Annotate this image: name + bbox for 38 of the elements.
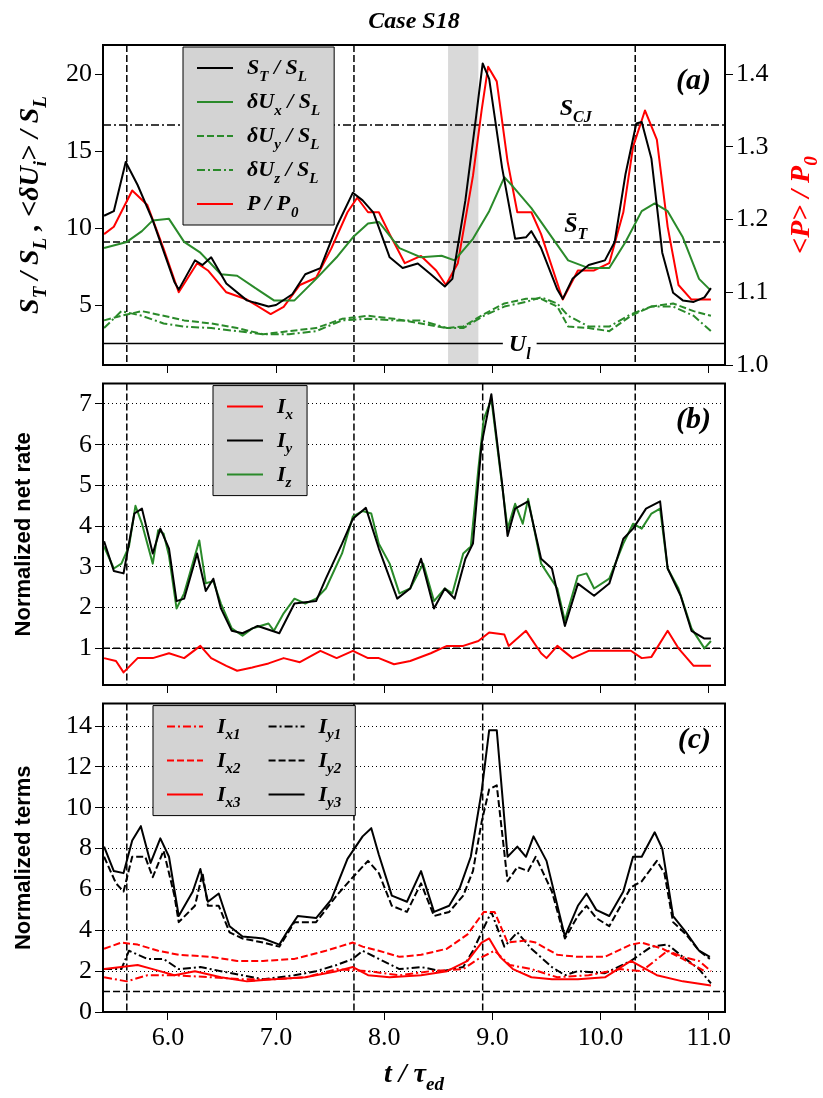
y-axis-title: ST / SL , <δUi> / SL — [13, 96, 51, 314]
y-tick-label: 1 — [79, 632, 92, 662]
y-tick-label: 3 — [79, 550, 92, 580]
y-tick-label: 10 — [66, 211, 92, 241]
y2-tick-label: 1.3 — [736, 130, 769, 160]
chart-title: Case S18 — [368, 7, 460, 33]
annotation: (a) — [676, 62, 711, 96]
y2-axis-title: <P> / P0 — [784, 155, 822, 254]
y-tick-label: 10 — [66, 791, 92, 821]
y2-tick-label: 1.1 — [736, 276, 769, 306]
y-tick-label: 6 — [79, 428, 92, 458]
x-tick-label: 10.0 — [577, 1022, 624, 1052]
y-tick-label: 12 — [66, 750, 92, 780]
y-tick-label: 7 — [79, 387, 92, 417]
y2-tick-label: 1.0 — [736, 348, 769, 378]
x-tick-label: 11.0 — [686, 1022, 732, 1052]
annotation: (c) — [677, 720, 711, 755]
y-tick-label: 0 — [79, 995, 92, 1025]
x-tick-label: 9.0 — [476, 1022, 509, 1052]
y-tick-label: 4 — [79, 914, 92, 944]
y-axis-title: Normalized terms — [10, 765, 35, 951]
y-tick-label: 5 — [79, 288, 92, 318]
y-tick-label: 8 — [79, 832, 92, 862]
y-tick-label: 5 — [79, 469, 92, 499]
y-tick-label: 14 — [66, 709, 92, 739]
y-tick-label: 2 — [79, 591, 92, 621]
y-tick-label: 6 — [79, 873, 92, 903]
y2-tick-label: 1.4 — [736, 57, 769, 87]
annotation: (b) — [676, 400, 711, 435]
y-tick-label: 2 — [79, 954, 92, 984]
y2-tick-label: 1.2 — [736, 203, 769, 233]
y-tick-label: 15 — [66, 134, 92, 164]
x-tick-label: 8.0 — [368, 1022, 401, 1052]
y-tick-label: 4 — [79, 509, 92, 539]
y-axis-title: Normalized net rate — [10, 432, 35, 637]
y-tick-label: 20 — [66, 58, 92, 88]
x-tick-label: 6.0 — [151, 1022, 185, 1052]
x-tick-label: 7.0 — [259, 1022, 293, 1052]
